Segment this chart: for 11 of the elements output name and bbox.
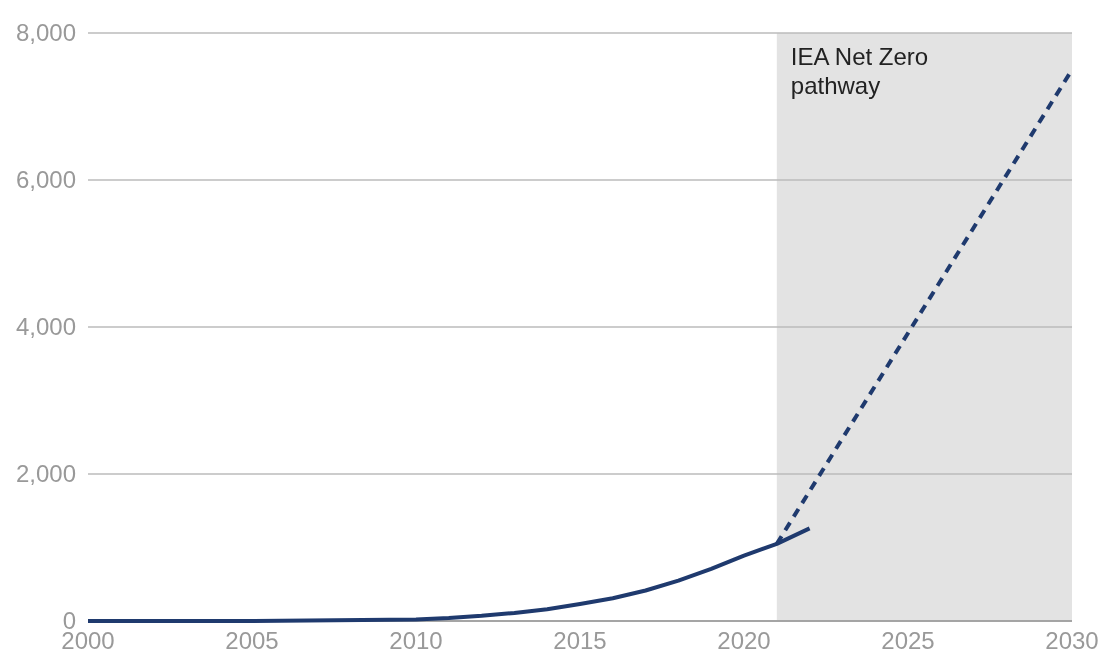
x-tick-label: 2025 [881,627,935,654]
y-tick-label: 8,000 [15,19,76,47]
y-tick-label: 4,000 [15,313,76,341]
y-tick-label: 2,000 [15,460,76,488]
x-tick-label: 2020 [717,627,771,654]
x-tick-label: 2010 [389,627,443,654]
x-tick-label: 2005 [225,627,279,654]
band-label: IEA Net Zero pathway [790,43,929,99]
x-tick-label: 2015 [553,627,607,654]
y-tick-label: 6,000 [15,166,76,194]
x-tick-label: 2030 [1045,627,1099,654]
